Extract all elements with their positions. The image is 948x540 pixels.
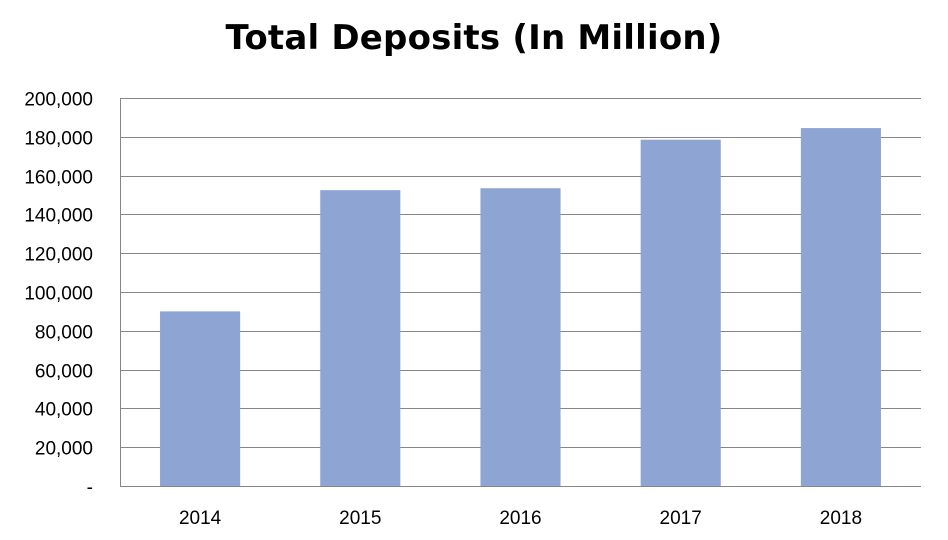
- y-tick-label-7: 140,000: [24, 206, 93, 227]
- x-tick-label-2017: 2017: [660, 508, 702, 529]
- y-tick-label-10: 200,000: [24, 90, 93, 111]
- y-tick-label-3: 60,000: [35, 362, 93, 383]
- y-tick-label-2: 40,000: [35, 400, 93, 421]
- chart-title: Total Deposits (In Million): [225, 18, 723, 58]
- x-tick-label-2018: 2018: [820, 508, 862, 529]
- y-tick-label-0: -: [87, 478, 93, 499]
- y-tick-label-8: 160,000: [24, 168, 93, 189]
- bar-2015: [320, 190, 401, 486]
- y-tick-label-6: 120,000: [24, 245, 93, 266]
- bar-2016: [480, 188, 561, 486]
- y-axis-tick-labels: - 20,000 40,000 60,000 80,000 100,000 120,000 1…: [24, 90, 93, 499]
- bar-2018: [800, 128, 881, 486]
- axes: [120, 98, 921, 487]
- x-tick-label-2015: 2015: [339, 508, 381, 529]
- x-axis-tick-labels: 2014 2015 2016 2017 2018: [179, 508, 862, 529]
- bars: [160, 128, 881, 486]
- x-tick-label-2016: 2016: [499, 508, 541, 529]
- y-tick-label-4: 80,000: [35, 323, 93, 344]
- bar-2017: [640, 139, 721, 486]
- y-tick-label-5: 100,000: [24, 284, 93, 305]
- x-tick-label-2014: 2014: [179, 508, 222, 529]
- bar-2014: [160, 311, 241, 486]
- y-tick-label-1: 20,000: [35, 439, 93, 460]
- y-tick-label-9: 180,000: [24, 129, 93, 150]
